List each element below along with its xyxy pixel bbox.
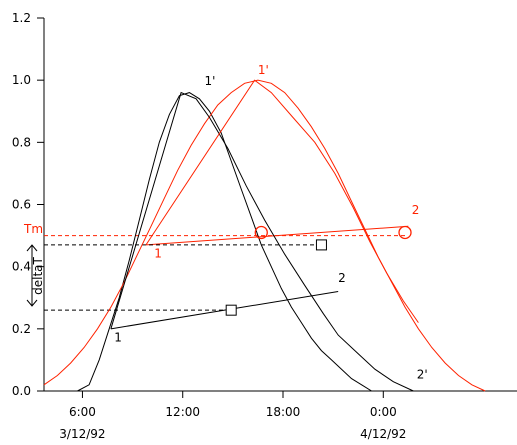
- y-ticks: 0.0 0.2 0.4 0.6 0.8 1.0 1.2: [12, 11, 44, 398]
- square-marker: [315, 239, 327, 251]
- point-label: 1: [154, 246, 162, 260]
- tm-annotation: Tm: [23, 222, 43, 236]
- series-line-3: [110, 91, 414, 392]
- y-tick-label: 0.6: [12, 198, 31, 212]
- series-line-2: [43, 79, 486, 392]
- x-tick-date-label: 3/12/92: [59, 427, 105, 441]
- point-labels: 1' 1' 1 2 1 2 2': [114, 63, 427, 382]
- x-tick-label: 12:00: [165, 405, 200, 419]
- delta-arrow-top-head: [26, 244, 38, 252]
- y-tick-label: 0.4: [12, 260, 31, 274]
- y-tick-label: 0.8: [12, 135, 31, 149]
- point-label: 2': [417, 368, 428, 382]
- point-label: 1': [258, 63, 269, 77]
- series-line-4: [145, 79, 419, 323]
- square-marker: [225, 304, 237, 316]
- y-tick-label: 0.2: [12, 322, 31, 336]
- point-label: 1': [204, 74, 215, 88]
- series-line-1: [77, 92, 402, 392]
- x-tick-date-label: 4/12/92: [360, 427, 406, 441]
- x-tick-label: 6:00: [69, 405, 96, 419]
- y-tick-label: 1.0: [12, 73, 31, 87]
- x-tick-label: 0:00: [370, 405, 397, 419]
- delta-label: deltaT: [31, 256, 45, 294]
- x-ticks: 6:00 3/12/92 12:00 18:00 0:00 4/12/92: [59, 391, 406, 441]
- delta-annotation: deltaT: [26, 244, 45, 307]
- x-tick-label: 18:00: [266, 405, 301, 419]
- series-lines: [43, 79, 486, 392]
- point-label: 2: [412, 203, 420, 217]
- y-tick-label: 1.2: [12, 11, 31, 25]
- point-label: 1: [114, 330, 122, 344]
- connector-line: [110, 291, 339, 330]
- markers: [225, 225, 412, 316]
- tm-label: Tm: [23, 222, 43, 236]
- delta-arrow-bottom-head: [26, 299, 38, 307]
- point-label: 2: [338, 271, 346, 285]
- circle-marker: [398, 225, 412, 240]
- circle-marker: [254, 225, 268, 240]
- y-tick-label: 0.0: [12, 384, 31, 398]
